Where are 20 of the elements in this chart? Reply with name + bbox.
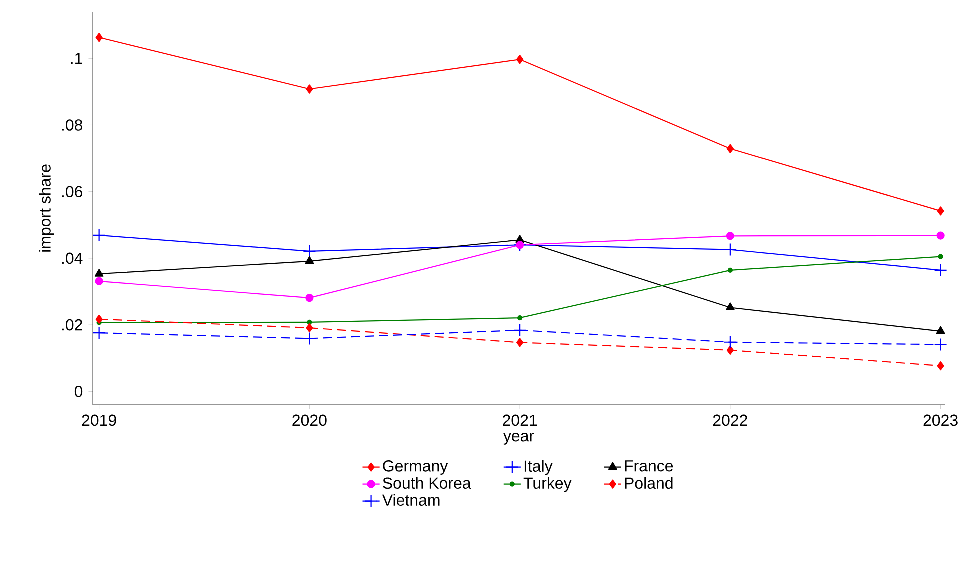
legend-label: Germany [383, 460, 448, 475]
legend-label: Italy [524, 460, 553, 476]
y-tick-label: .02 [62, 319, 82, 331]
legend-label: Vietnam [382, 494, 440, 506]
legend-label: Turkey [524, 477, 572, 492]
legend-label: South Korea [383, 477, 472, 490]
x-axis-title: year [503, 432, 534, 445]
y-tick-label: .04 [62, 252, 83, 264]
y-axis-title: import share [39, 164, 54, 252]
x-tick-label: 2019 [82, 414, 116, 426]
y-tick-label: .06 [62, 186, 82, 198]
y-tick-label: .08 [62, 120, 83, 131]
y-tick-label: .1 [71, 53, 82, 64]
x-tick-label: 2020 [292, 414, 327, 426]
x-tick-label: 2022 [713, 414, 748, 426]
legend-label: France [625, 460, 674, 472]
y-tick-label: 0 [74, 386, 83, 398]
x-tick-label: 2023 [924, 414, 958, 426]
x-tick-label: 2021 [503, 414, 538, 426]
legend-label: Poland [625, 477, 673, 490]
